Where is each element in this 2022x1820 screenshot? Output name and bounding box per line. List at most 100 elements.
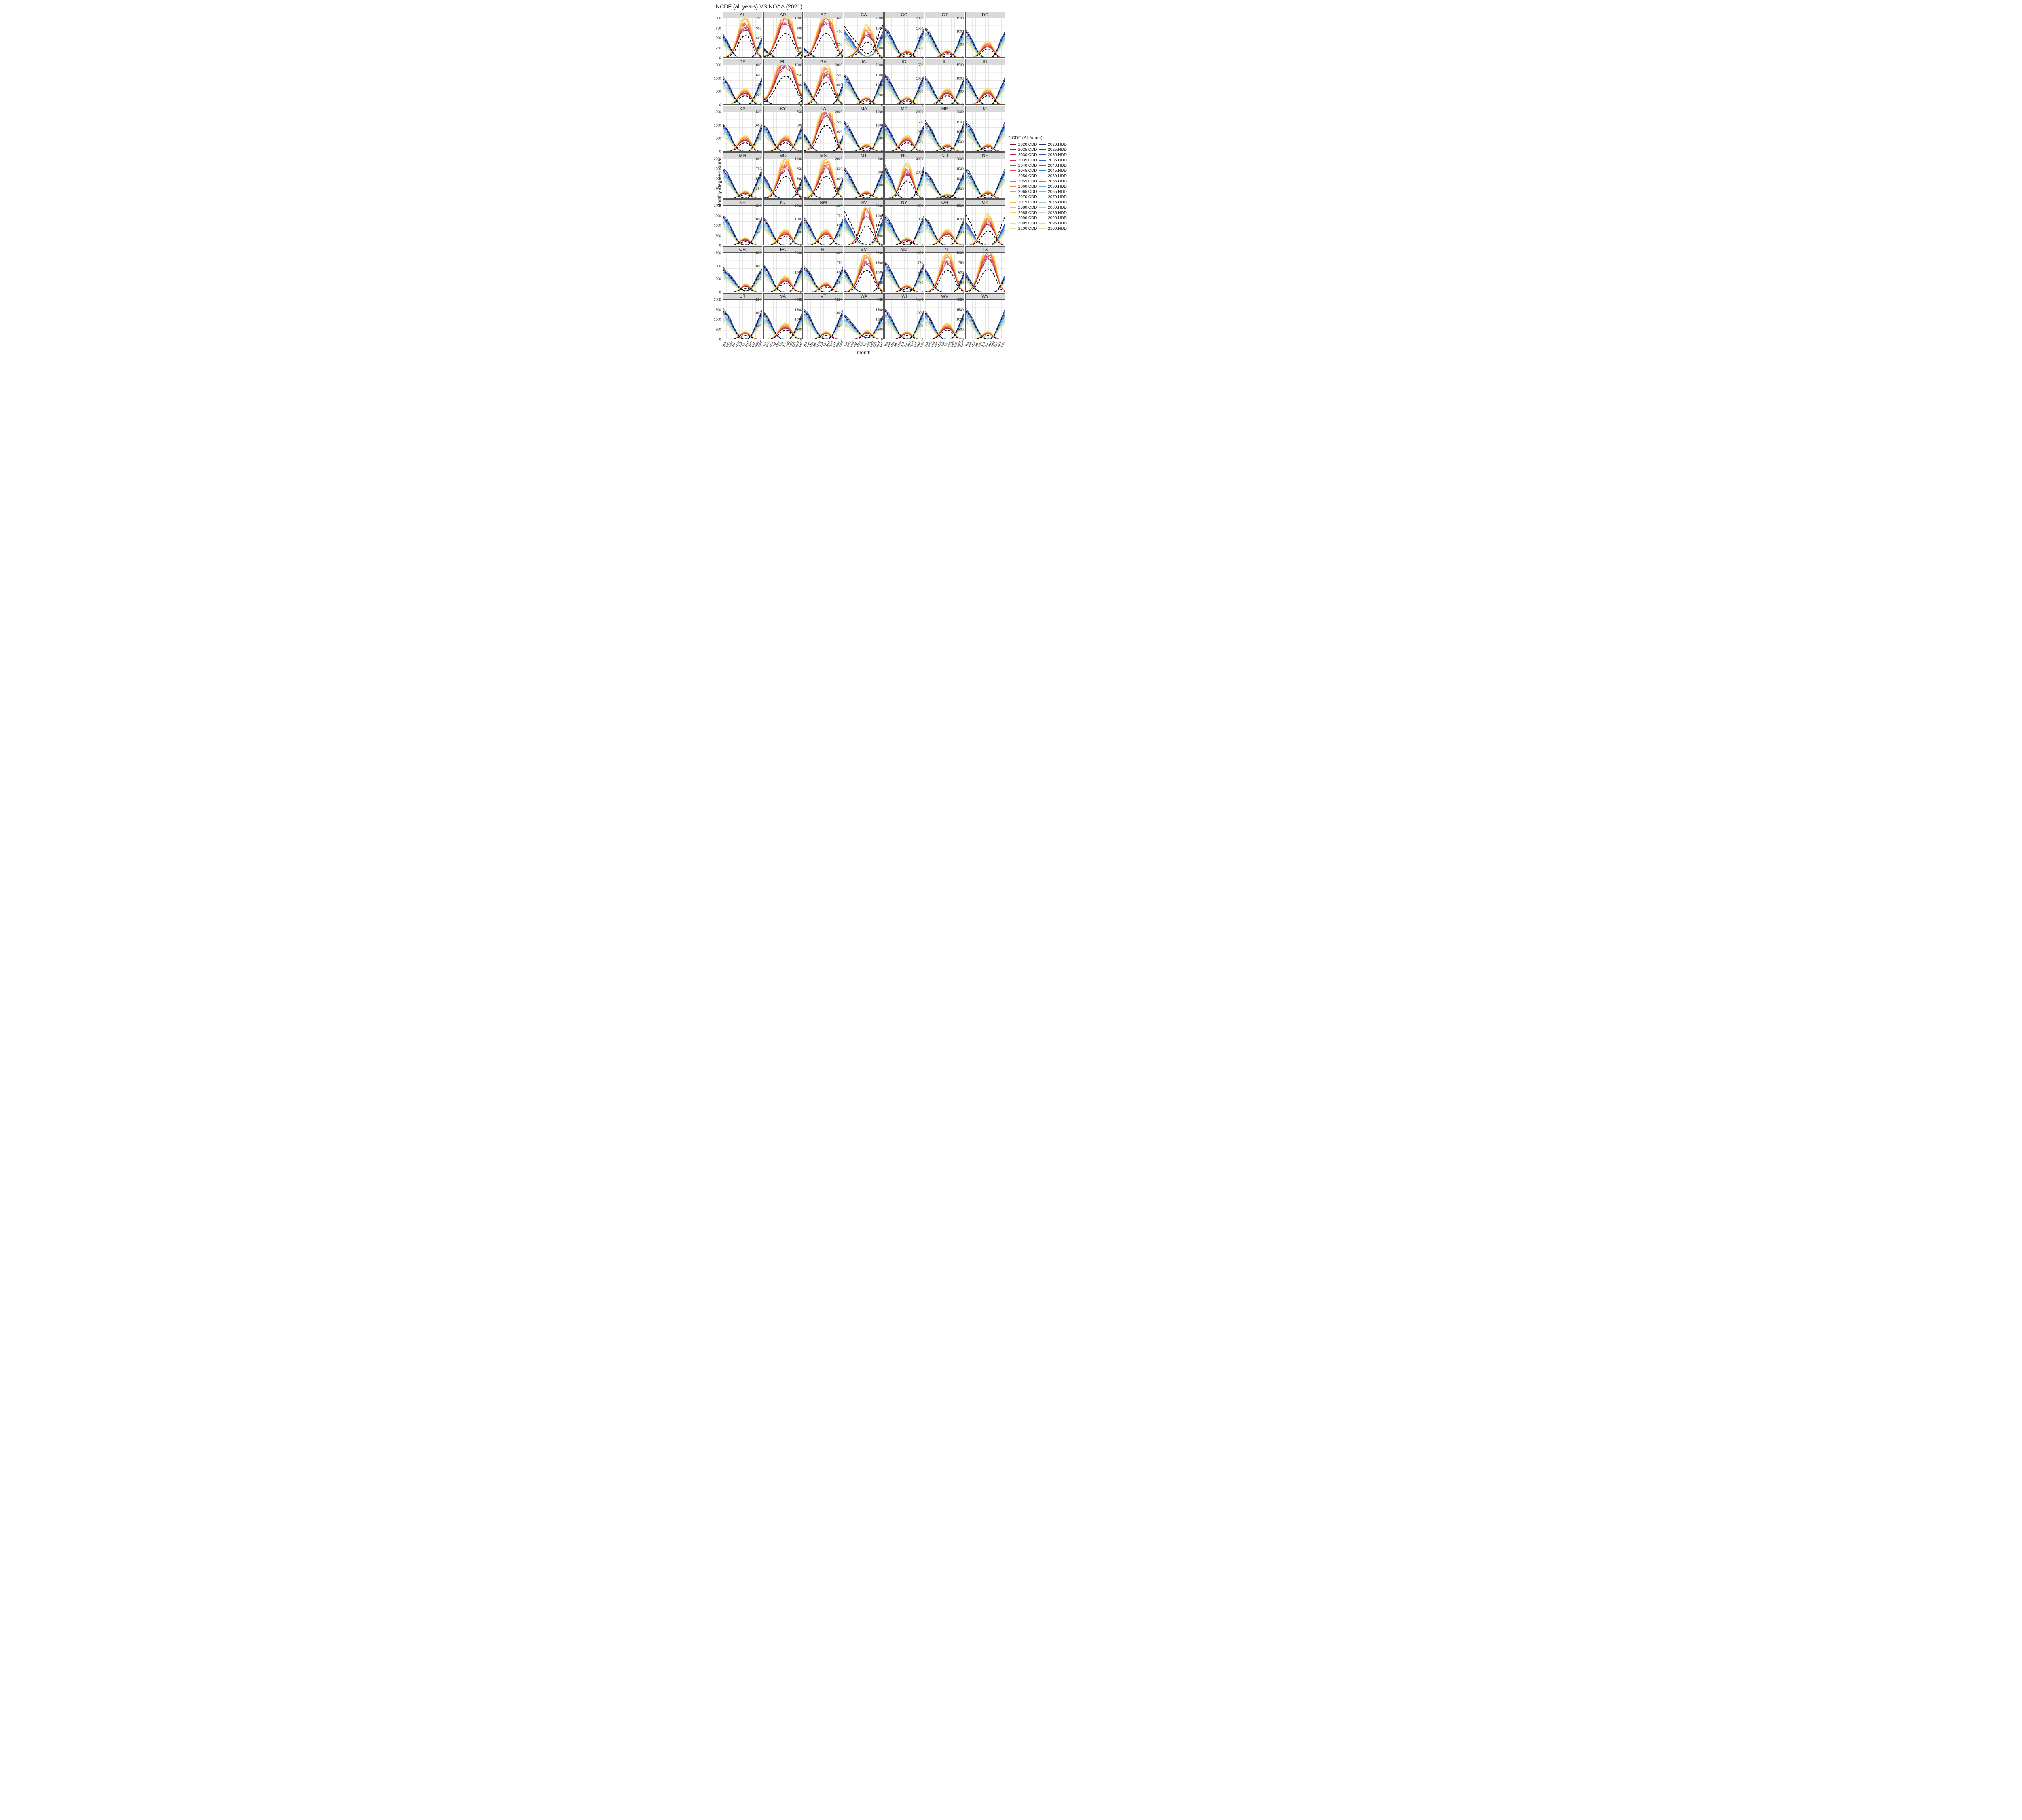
y-axis: 0500100015002000 (953, 112, 964, 152)
panel-plot (965, 300, 1005, 339)
y-axis: 050010001500 (913, 206, 924, 245)
y-axis: 050010001500 (711, 253, 722, 292)
panel-strip: TX (965, 246, 1005, 253)
y-axis: 0500100015002000 (953, 300, 964, 339)
x-axis-label: month (722, 350, 1005, 356)
plot-title: NCDF (all years) VS NOAA (2021) (716, 3, 1322, 10)
x-axis: JanFebMarAprMayJunJulAugSepOctNovDec (885, 341, 924, 347)
y-axis: 02505007501000 (711, 18, 722, 58)
y-axis: 050010001500 (751, 300, 762, 339)
y-axis: 050010001500 (953, 18, 964, 58)
y-axis: 0500100015002000 (832, 112, 843, 152)
y-axis: 0500100015002000 (953, 159, 964, 199)
y-axis: 050010001500 (791, 206, 803, 245)
x-axis: JanFebMarAprMayJunJulAugSepOctNovDec (804, 341, 843, 347)
legend-item: 2080.CDD 2080.HDD (1009, 205, 1068, 210)
y-axis: 0200400600 (832, 18, 843, 58)
y-axis: 02505007501000 (751, 159, 762, 199)
y-axis: 0500100015002000 (711, 300, 722, 339)
panel-plot (965, 253, 1005, 292)
y-axis: 050010001500 (751, 253, 762, 292)
y-axis: 0250500750 (791, 112, 803, 152)
x-axis: JanFebMarAprMayJunJulAugSepOctNovDec (966, 341, 1005, 347)
legend-item: 2050.CDD 2050.HDD (1009, 174, 1068, 179)
legend-table: 2020.CDD 2020.HDD 2025.CDD 2025.HDD 2030… (1009, 142, 1068, 231)
panel-strip: DC (965, 12, 1005, 18)
legend-item: 2085.CDD 2085.HDD (1009, 210, 1068, 216)
legend-item: 2045.CDD 2045.HDD (1009, 168, 1068, 174)
panel-strip: IN (965, 59, 1005, 65)
y-axis: 02505007501000 (913, 253, 924, 292)
y-axis: 0500100015002000 (872, 253, 884, 292)
panel-OK: OK050010001500 (965, 199, 1005, 245)
facet-grid: AL02505007501000AR03006009001200AZ030060… (722, 11, 1005, 340)
y-axis: 02505007501000 (832, 206, 843, 245)
y-axis: 050010001500 (913, 65, 924, 105)
x-axis-row: JanFebMarAprMayJunJulAugSepOctNovDecJanF… (722, 341, 1005, 347)
legend-item: 2075.CDD 2075.HDD (1009, 200, 1068, 205)
y-axis: 0500100015002000 (832, 159, 843, 199)
legend-item: 2090.CDD 2090.HDD (1009, 216, 1068, 221)
y-axis: 050010001500 (751, 206, 762, 245)
panel-TX: TX02505007501000 (965, 246, 1005, 292)
y-axis: 050010001500 (711, 65, 722, 105)
legend-item: 2025.CDD 2025.HDD (1009, 147, 1068, 152)
y-axis: 02505007501000 (832, 253, 843, 292)
y-axis: 0500100015002000 (913, 112, 924, 152)
panel-strip: MI (965, 106, 1005, 112)
panel-strip: NE (965, 152, 1005, 159)
y-axis: 0500100015002000 (872, 300, 884, 339)
y-axis: 0500100015002000 (711, 159, 722, 199)
panel-WY: WY0500100015002000 (965, 293, 1005, 339)
legend-item: 2020.CDD 2020.HDD (1009, 142, 1068, 147)
x-axis: JanFebMarAprMayJunJulAugSepOctNovDec (723, 341, 762, 347)
panel-plot (965, 206, 1005, 245)
panel-DC: DC050010001500 (965, 12, 1005, 58)
x-axis: JanFebMarAprMayJunJulAugSepOctNovDec (925, 341, 964, 347)
y-axis: 0500100015002000 (872, 65, 884, 105)
y-axis: 050010001500 (953, 206, 964, 245)
y-axis: 02505007501000 (791, 159, 803, 199)
y-axis: 050010001500 (832, 300, 843, 339)
x-axis: JanFebMarAprMayJunJulAugSepOctNovDec (764, 341, 802, 347)
y-axis: 02505007501000 (953, 253, 964, 292)
legend: NCDF (All Years) 2020.CDD 2020.HDD 2025.… (1009, 135, 1077, 231)
panel-strip: OK (965, 199, 1005, 206)
legend-item: 2095.CDD 2095.HDD (1009, 221, 1068, 226)
y-axis: 0500100015002000 (711, 206, 722, 245)
y-axis: 02505007501000 (791, 65, 803, 105)
panel-NE: NE0500100015002000 (965, 152, 1005, 199)
legend-item: 2030.CDD 2030.HDD (1009, 152, 1068, 158)
y-axis: 03006009001200 (791, 18, 803, 58)
legend-item: 2065.CDD 2065.HDD (1009, 189, 1068, 195)
y-axis: 0500100015002000 (872, 18, 884, 58)
x-axis: JanFebMarAprMayJunJulAugSepOctNovDec (844, 341, 883, 347)
legend-item: 2040.CDD 2040.HDD (1009, 163, 1068, 168)
legend-item: 2100.CDD 2100.HDD (1009, 226, 1068, 231)
panel-IN: IN050010001500 (965, 59, 1005, 105)
legend-item: 2035.CDD 2035.HDD (1009, 158, 1068, 163)
y-axis: 0300600900 (872, 159, 884, 199)
y-axis: 0500100015002000 (913, 18, 924, 58)
y-axis: 0500100015002000 (832, 65, 843, 105)
y-axis: 050010001500 (913, 300, 924, 339)
y-axis: 010002000 (791, 253, 803, 292)
legend-item: 2055.CDD 2055.HDD (1009, 179, 1068, 184)
panel-plot (965, 18, 1005, 58)
legend-item: 2060.CDD 2060.HDD (1009, 184, 1068, 189)
legend-item: 2070.CDD 2070.HDD (1009, 195, 1068, 200)
y-axis: 0500100015002000 (872, 206, 884, 245)
panel-strip: WY (965, 293, 1005, 300)
panel-plot (965, 159, 1005, 199)
y-axis: 050010001500 (953, 65, 964, 105)
y-axis: 050010001500 (872, 112, 884, 152)
panel-plot (965, 65, 1005, 105)
y-axis: 0200400600800 (751, 65, 762, 105)
panel-MI: MI0500100015002000 (965, 106, 1005, 152)
y-axis: 050010001500 (751, 112, 762, 152)
y-axis: 0100020003000 (913, 159, 924, 199)
figure: NCDF (all years) VS NOAA (2021) Monthly … (699, 0, 1323, 357)
y-axis: 0500100015002000 (791, 300, 803, 339)
y-axis: 050010001500 (711, 112, 722, 152)
panel-plot (965, 112, 1005, 152)
